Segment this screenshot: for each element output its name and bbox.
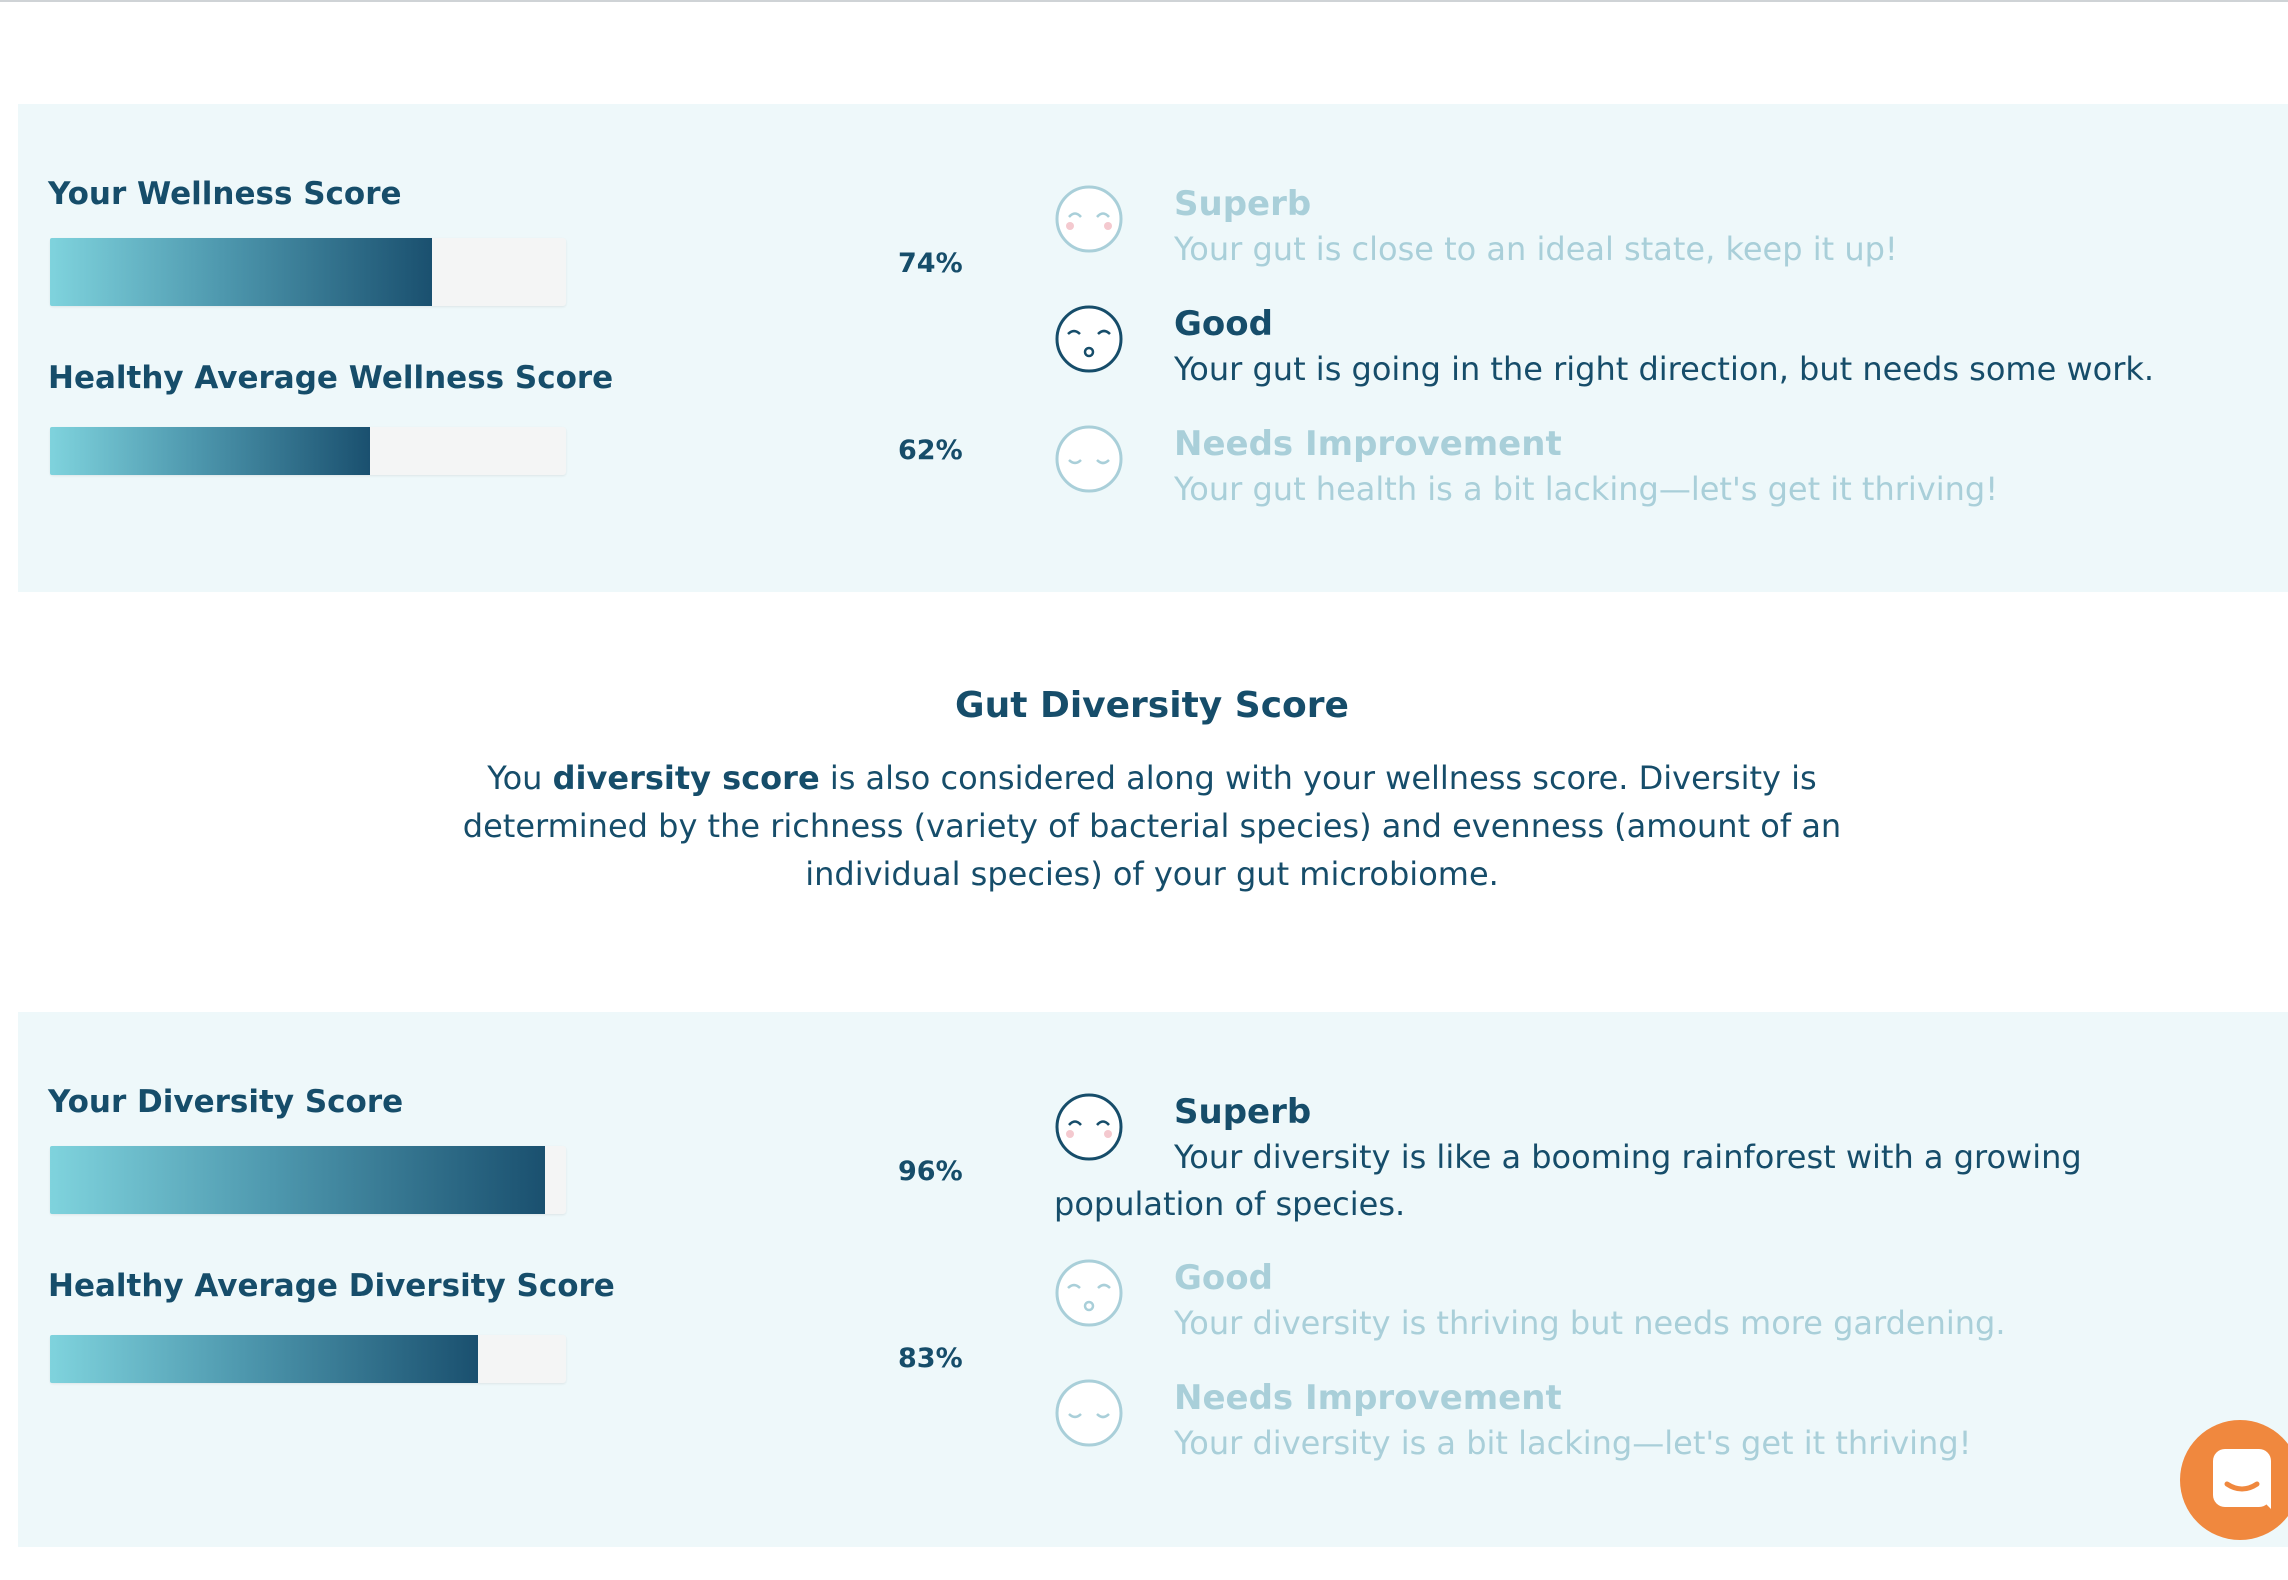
healthy-average-wellness-score-bar [50, 427, 566, 475]
diversity-level-superb-description: Your diversity is like a booming rainfor… [1054, 1138, 2082, 1223]
healthy-average-diversity-score-bar [50, 1335, 566, 1383]
sleepy-face-icon [1055, 425, 1123, 493]
diversity-level-needs-improvement-description: Your diversity is a bit lacking—let's ge… [1174, 1424, 1972, 1462]
sleepy-face-icon [1055, 1379, 1123, 1447]
wellness-level-needs-improvement-description: Your gut health is a bit lacking—let's g… [1174, 470, 1999, 508]
healthy-average-diversity-score-percent: 83% [898, 1343, 963, 1374]
your-diversity-score-title: Your Diversity Score [48, 1084, 404, 1120]
your-diversity-score-percent: 96% [898, 1156, 963, 1187]
top-divider [0, 0, 2288, 2]
diversity-level-needs-improvement: Needs Improvement Your diversity is a bi… [1054, 1376, 2254, 1467]
intro-text-start: You [487, 759, 553, 797]
healthy-average-wellness-score-title: Healthy Average Wellness Score [48, 360, 614, 396]
wellness-level-superb: Superb Your gut is close to an ideal sta… [1054, 182, 2254, 273]
healthy-average-diversity-score-bar-fill [50, 1335, 479, 1383]
chat-launcher-button[interactable] [2180, 1420, 2288, 1540]
gut-diversity-heading: Gut Diversity Score [955, 685, 1349, 726]
gut-diversity-intro: You diversity score is also considered a… [390, 754, 1914, 898]
diversity-level-needs-improvement-name: Needs Improvement [1174, 1378, 1562, 1418]
surprised-face-icon [1055, 305, 1123, 373]
your-wellness-score-bar-fill [50, 238, 432, 306]
your-wellness-score-title: Your Wellness Score [48, 176, 402, 212]
smiling-face-icon [1055, 1093, 1123, 1161]
healthy-average-diversity-score-title: Healthy Average Diversity Score [48, 1268, 615, 1304]
diversity-level-good-name: Good [1174, 1258, 1273, 1298]
wellness-level-superb-name: Superb [1174, 184, 1312, 224]
wellness-level-good-name: Good [1174, 304, 1273, 344]
wellness-level-good: Good Your gut is going in the right dire… [1054, 302, 2254, 393]
your-diversity-score-bar [50, 1146, 566, 1214]
intro-text-rest: is also considered along with your welln… [462, 759, 1842, 893]
healthy-average-wellness-score-percent: 62% [898, 435, 963, 466]
diversity-level-good: Good Your diversity is thriving but need… [1054, 1256, 2254, 1347]
diversity-score-panel: Your Diversity Score 96% Healthy Average… [18, 1012, 2288, 1547]
wellness-level-needs-improvement-name: Needs Improvement [1174, 424, 1562, 464]
wellness-level-good-description: Your gut is going in the right direction… [1174, 350, 2155, 388]
smiling-face-icon [1055, 185, 1123, 253]
healthy-average-wellness-score-bar-fill [50, 427, 370, 475]
your-wellness-score-percent: 74% [898, 248, 963, 279]
intro-bold-term: diversity score [552, 759, 820, 797]
your-wellness-score-bar [50, 238, 566, 306]
diversity-level-superb-name: Superb [1174, 1092, 1312, 1132]
wellness-score-panel: Your Wellness Score 74% Healthy Average … [18, 104, 2288, 592]
diversity-level-superb: Superb Your diversity is like a booming … [1054, 1090, 2254, 1228]
diversity-level-good-description: Your diversity is thriving but needs mor… [1174, 1304, 2006, 1342]
wellness-level-needs-improvement: Needs Improvement Your gut health is a b… [1054, 422, 2254, 513]
surprised-face-icon [1055, 1259, 1123, 1327]
wellness-level-superb-description: Your gut is close to an ideal state, kee… [1174, 230, 1898, 268]
your-diversity-score-bar-fill [50, 1146, 546, 1214]
chat-bubble-icon [2213, 1449, 2271, 1509]
